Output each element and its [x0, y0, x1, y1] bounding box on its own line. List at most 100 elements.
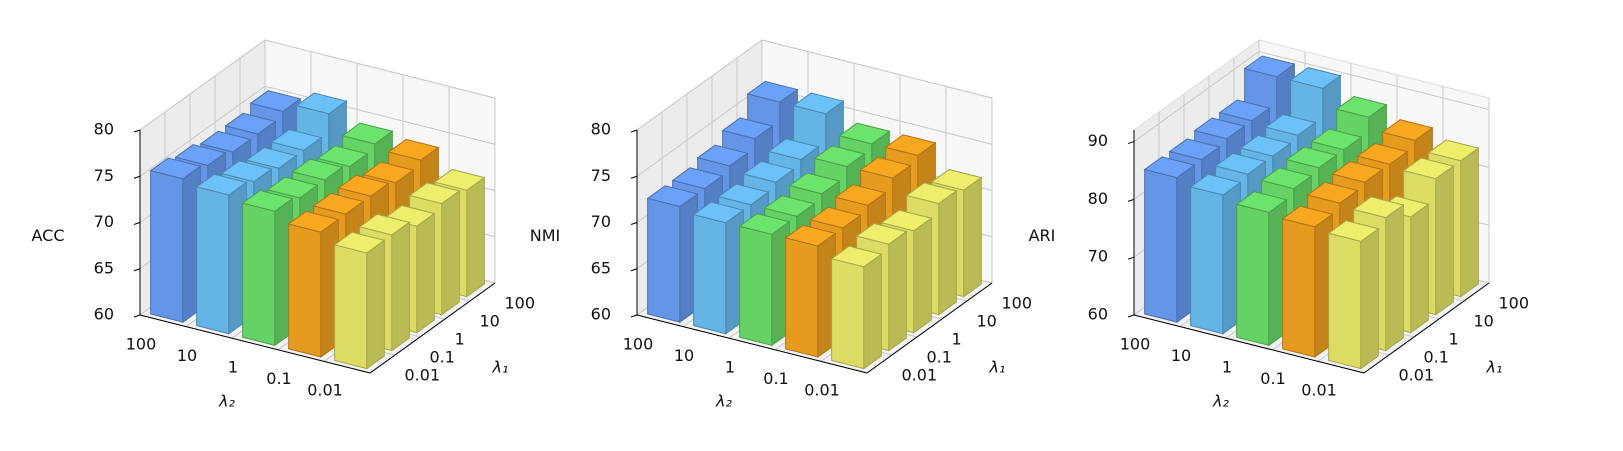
- bar-top: [1335, 96, 1388, 118]
- y-tick-label: 100: [505, 294, 536, 313]
- x-tick-label: 1: [1222, 358, 1232, 377]
- y-tick-label: 1: [952, 330, 962, 349]
- z-tick-label: 70: [1088, 247, 1108, 266]
- z-tick: [1127, 256, 1135, 260]
- y-tick-label: 0.01: [902, 366, 938, 385]
- bar-top: [1356, 142, 1409, 165]
- x-tick-label: 100: [623, 334, 654, 353]
- x-axis-label: λ₂: [218, 392, 235, 411]
- bar: [195, 173, 248, 335]
- bar-top: [266, 176, 319, 199]
- bar-top: [1260, 167, 1313, 190]
- bar-front: [1282, 218, 1316, 358]
- z-tick-label: 70: [94, 212, 114, 231]
- bar-top: [1352, 196, 1405, 219]
- y-tick-label: 0.1: [430, 348, 455, 367]
- z-tick-label: 80: [591, 120, 611, 139]
- z-tick: [630, 129, 638, 133]
- bar-top: [362, 161, 415, 184]
- bar-front: [1144, 168, 1178, 323]
- z-tick-label: 60: [94, 305, 114, 324]
- bar: [1143, 156, 1196, 324]
- y-tick-label: 10: [480, 312, 500, 331]
- y-axis-label: λ₁: [989, 358, 1006, 377]
- bar-top: [1289, 67, 1342, 89]
- y-axis-label: λ₁: [1486, 358, 1503, 377]
- bar-top: [884, 134, 937, 157]
- z-tick: [1127, 141, 1135, 145]
- x-axis: [1133, 314, 1365, 374]
- bar-side: [466, 176, 485, 298]
- z-tick: [133, 314, 141, 318]
- bar: [287, 210, 340, 358]
- y-tick-label: 100: [1002, 294, 1033, 313]
- bar-top: [316, 145, 369, 168]
- bar-top: [433, 168, 486, 191]
- x-tick-label: 10: [1171, 346, 1191, 365]
- bar-front: [693, 213, 727, 335]
- bar-top: [224, 112, 277, 135]
- z-tick-label: 70: [591, 212, 611, 231]
- z-tick-label: 75: [591, 166, 611, 185]
- x-tick-label: 0.1: [1260, 369, 1285, 388]
- x-tick-label: 1: [228, 358, 238, 377]
- bar-front: [785, 237, 819, 358]
- bar-top: [838, 122, 891, 145]
- bar-top: [671, 167, 724, 190]
- bar: [646, 185, 699, 324]
- bar-top: [834, 184, 887, 206]
- z-tick: [1127, 314, 1135, 318]
- bar-top: [1281, 205, 1334, 228]
- bar-top: [287, 210, 340, 233]
- x-tick-label: 10: [674, 346, 694, 365]
- bar-top: [1427, 139, 1480, 162]
- bar-top: [1235, 191, 1288, 213]
- x-axis-label: λ₂: [1212, 392, 1229, 411]
- bar-top: [295, 92, 348, 115]
- bar-top: [1285, 146, 1338, 169]
- bar-top: [859, 156, 912, 179]
- y-tick-label: 0.01: [1399, 366, 1435, 385]
- x-tick-label: 1: [725, 358, 735, 377]
- z-axis-label: ARI: [1029, 226, 1056, 245]
- z-tick: [630, 268, 638, 272]
- bar-top: [149, 157, 202, 180]
- bar-side: [1460, 147, 1479, 298]
- bar-side: [888, 230, 907, 352]
- bar-top: [387, 138, 440, 161]
- y-tick-label: 0.1: [1424, 348, 1449, 367]
- z-tick: [133, 129, 141, 133]
- bar: [1189, 173, 1242, 335]
- z-tick: [133, 222, 141, 225]
- bar-top: [1239, 134, 1292, 157]
- bar-side: [441, 189, 460, 316]
- bar-top: [905, 182, 958, 205]
- bar-top: [788, 172, 841, 195]
- bar-top: [1310, 128, 1363, 151]
- bar-front: [288, 223, 322, 358]
- y-tick-label: 100: [1499, 294, 1530, 313]
- bar-top: [291, 158, 344, 181]
- bar-front: [242, 202, 276, 347]
- bar-top: [930, 168, 983, 191]
- z-tick: [630, 175, 638, 179]
- bar-top: [408, 182, 461, 205]
- y-tick-label: 0.01: [405, 366, 441, 385]
- bar-side: [391, 221, 410, 352]
- grid-line: [636, 39, 993, 131]
- bar-side: [1410, 203, 1429, 334]
- bar-top: [1214, 152, 1267, 175]
- z-tick-label: 90: [1088, 131, 1108, 150]
- bar-top: [312, 192, 365, 215]
- y-tick-label: 10: [977, 312, 997, 331]
- bar-top: [880, 209, 933, 232]
- x-axis-label: λ₂: [715, 392, 732, 411]
- bar-top: [763, 195, 816, 217]
- bar-side: [416, 212, 435, 334]
- bar: [149, 157, 202, 324]
- x-tick-label: 10: [177, 346, 197, 365]
- bar-side: [1435, 165, 1454, 316]
- bar: [241, 189, 294, 347]
- bar-front: [647, 197, 681, 323]
- bar-top: [1264, 113, 1317, 136]
